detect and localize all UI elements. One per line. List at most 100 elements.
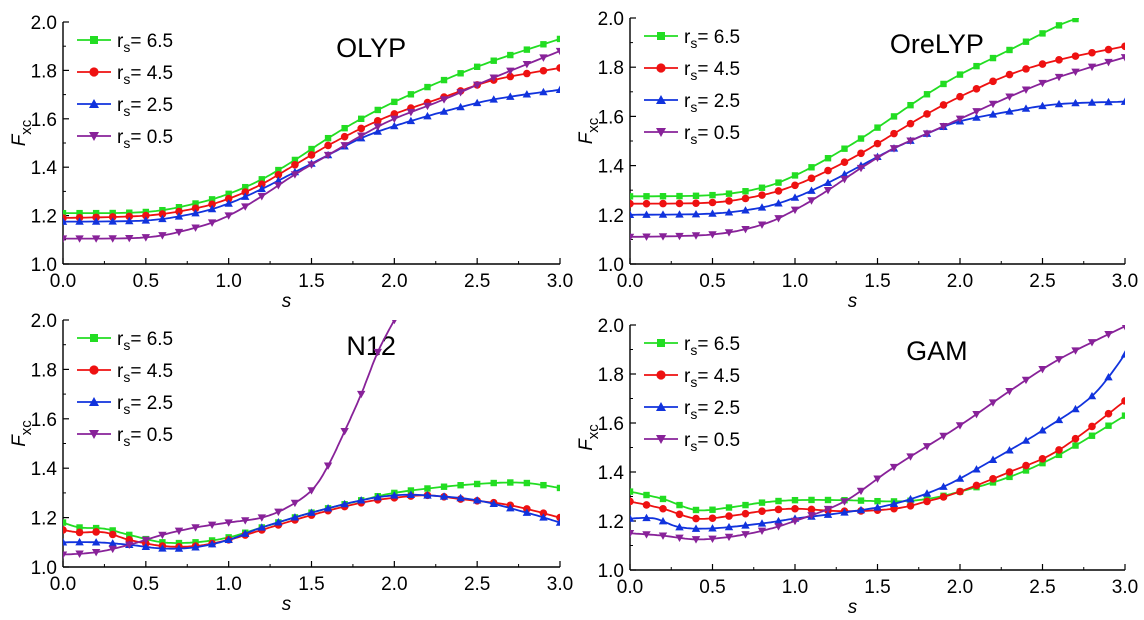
data-point: [757, 527, 767, 535]
data-point: [439, 107, 449, 115]
data-point: [658, 233, 668, 241]
data-point: [390, 115, 399, 123]
data-point: [473, 63, 481, 70]
x-axis-label: s: [282, 594, 292, 615]
data-point: [539, 66, 548, 75]
series-line: [63, 320, 396, 556]
data-point: [126, 531, 133, 539]
data-point: [1054, 99, 1064, 108]
x-tick-label: 3.0: [1112, 271, 1138, 292]
data-point: [923, 497, 931, 506]
legend-label: rs= 2.5: [117, 393, 173, 417]
data-point: [1055, 56, 1063, 64]
plot-area: [63, 35, 560, 243]
data-point: [775, 179, 782, 186]
data-point: [423, 111, 432, 120]
x-tick-label: 0.5: [699, 577, 725, 598]
data-point: [824, 155, 832, 162]
data-point: [774, 215, 783, 223]
data-point: [988, 100, 998, 109]
legend-marker: [656, 128, 666, 137]
data-point: [540, 481, 547, 489]
data-point: [207, 521, 217, 530]
data-point: [906, 137, 915, 145]
y-axis-label-text: Fxc: [9, 119, 35, 146]
legend-label: rs= 2.5: [117, 95, 173, 119]
y-tick-label: 1.6: [598, 414, 624, 435]
data-point: [1087, 98, 1097, 106]
legend-label-value: = 2.5: [697, 398, 740, 419]
legend-label-sub: s: [690, 374, 697, 390]
legend-label-value: = 4.5: [697, 366, 740, 387]
data-point: [824, 166, 832, 175]
legend-label-r: r: [684, 334, 691, 355]
legend-label-value: = 4.5: [130, 361, 173, 382]
x-tick-label: 0.0: [50, 574, 76, 595]
data-point: [407, 91, 415, 98]
data-point: [708, 198, 717, 207]
data-point: [1039, 459, 1046, 467]
data-point: [675, 232, 684, 241]
data-point: [630, 233, 635, 242]
legend-marker: [89, 132, 99, 141]
data-point: [63, 217, 68, 225]
x-tick-label: 3.0: [547, 574, 573, 595]
data-point: [675, 534, 684, 543]
data-point: [522, 61, 532, 69]
y-axis-label: Fxc: [576, 424, 602, 451]
x-tick-label: 1.5: [864, 271, 890, 292]
data-point: [791, 172, 799, 179]
legend-label-sub: s: [123, 433, 130, 449]
data-point: [125, 212, 134, 221]
data-point: [207, 204, 217, 213]
data-point: [1121, 412, 1125, 419]
data-point: [506, 503, 515, 512]
data-point: [692, 514, 700, 523]
data-point: [658, 516, 668, 525]
data-point: [225, 190, 232, 198]
data-point: [241, 188, 250, 196]
data-point: [440, 76, 448, 84]
data-point: [741, 521, 750, 529]
data-point: [506, 67, 515, 76]
data-point: [63, 519, 67, 526]
data-point: [774, 516, 783, 525]
legend-label-sub: s: [123, 401, 130, 417]
data-point: [274, 508, 283, 517]
series-circle: [63, 491, 560, 551]
data-point: [857, 135, 865, 142]
data-point: [91, 235, 101, 243]
y-axis-label-subscript: xc: [585, 117, 602, 133]
data-point: [340, 427, 349, 436]
y-axis-label-text: Fxc: [9, 420, 35, 447]
legend-label-sub: s: [123, 337, 130, 353]
data-point: [956, 487, 964, 496]
data-point: [357, 124, 366, 133]
x-tick-label: 0.0: [617, 271, 643, 292]
data-point: [774, 187, 783, 195]
data-point: [373, 123, 382, 131]
y-tick-label: 1.2: [598, 206, 624, 227]
data-point: [141, 542, 151, 551]
legend-label-value: = 2.5: [697, 91, 740, 112]
x-tick-label: 0.0: [50, 271, 76, 292]
legend-label-sub: s: [690, 342, 697, 358]
y-tick-label: 1.0: [598, 255, 624, 276]
data-point: [174, 212, 184, 220]
legend-label: rs= 0.5: [684, 430, 740, 454]
data-point: [642, 199, 651, 208]
data-point: [406, 108, 416, 117]
data-point: [1120, 97, 1125, 105]
data-point: [658, 532, 668, 540]
legend-label: rs= 0.5: [117, 127, 173, 151]
legend-marker: [89, 365, 99, 375]
y-axis-label: Fxc: [576, 117, 602, 144]
data-point: [391, 320, 397, 325]
data-point: [1005, 107, 1014, 115]
data-point: [709, 506, 716, 513]
data-point: [290, 171, 300, 179]
legend-label: rs= 6.5: [684, 334, 740, 358]
data-point: [390, 121, 399, 130]
series-line: [630, 325, 1125, 541]
y-tick-label: 2.0: [598, 316, 624, 337]
